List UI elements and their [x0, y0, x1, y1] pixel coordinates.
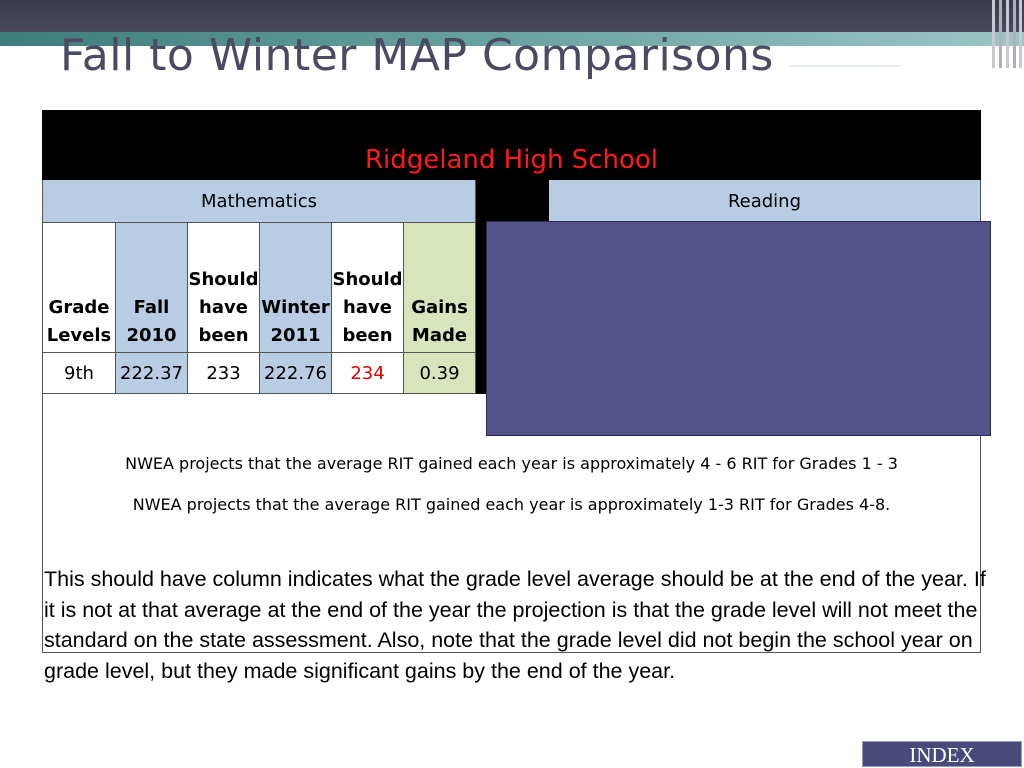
col-header-gains-made: Gains Made [403, 222, 476, 353]
cell-fall: 222.37 [115, 352, 188, 394]
school-name: Ridgeland High School [42, 110, 981, 180]
subject-mathematics: Mathematics [42, 179, 476, 223]
col-header-winter-2011: Winter 2011 [259, 222, 332, 353]
notes-cell: NWEA projects that the average RIT gaine… [42, 393, 981, 653]
explanation-text: This should have column indicates what t… [44, 567, 986, 683]
decorative-lines [790, 0, 1022, 68]
cell-should-winter: 234 [331, 352, 404, 394]
col-header-grade-levels: Grade Levels [42, 222, 116, 353]
subject-spacer [475, 179, 549, 223]
slide-title: Fall to Winter MAP Comparisons [60, 30, 774, 81]
note-grades-4-8: NWEA projects that the average RIT gaine… [132, 495, 891, 514]
cell-gains: 0.39 [403, 352, 476, 394]
accent-stripe [0, 32, 1024, 46]
col-header-should-have-been-winter: Should have been [331, 222, 404, 353]
top-banner [0, 0, 1024, 32]
col-header-should-have-been-fall: Should have been [187, 222, 260, 353]
cell-should-fall: 233 [187, 352, 260, 394]
index-button[interactable]: INDEX [862, 741, 1022, 767]
overlay-rectangle [486, 221, 991, 436]
note-grades-1-3: NWEA projects that the average RIT gaine… [125, 454, 898, 473]
cell-winter: 222.76 [259, 352, 332, 394]
cell-grade: 9th [42, 352, 116, 394]
subject-reading: Reading [548, 179, 981, 223]
col-header-fall-2010: Fall 2010 [115, 222, 188, 353]
